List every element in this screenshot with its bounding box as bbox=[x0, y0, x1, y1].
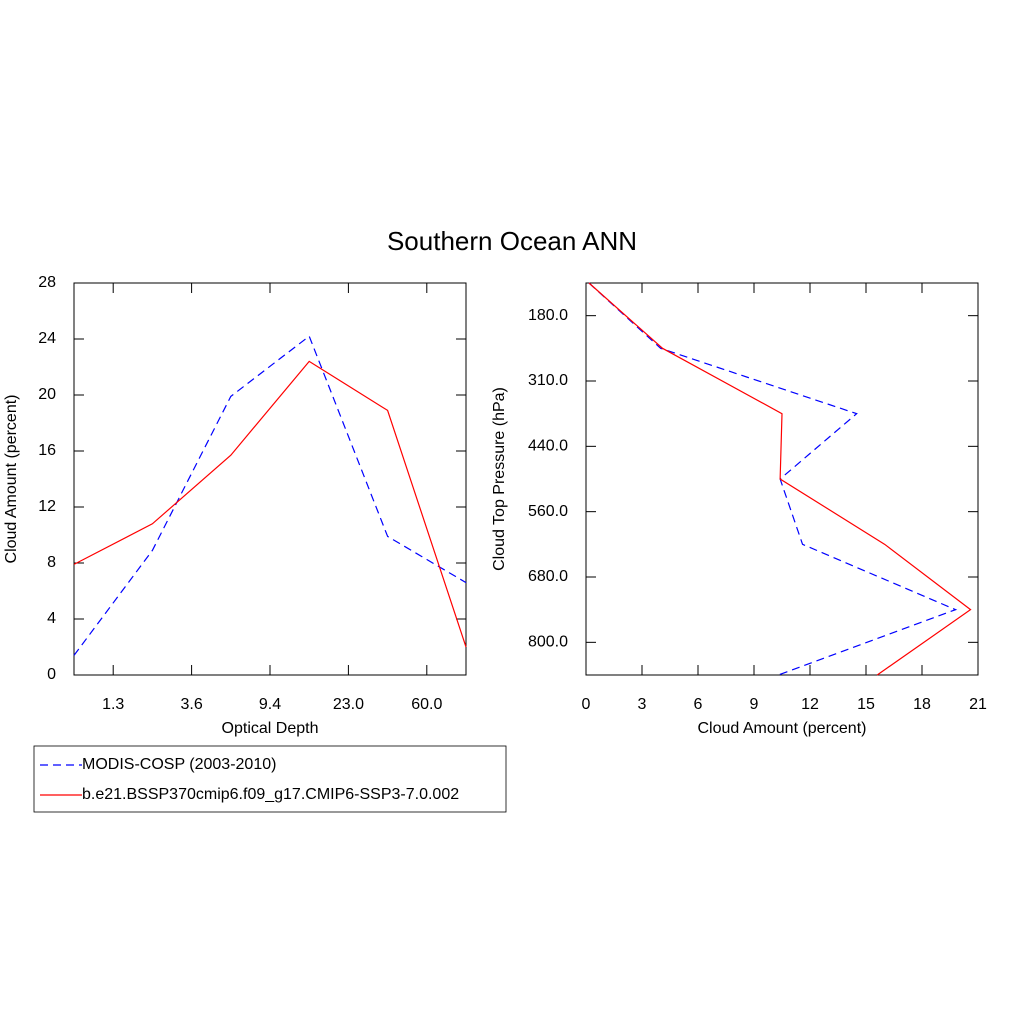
x-tick-label: 12 bbox=[801, 696, 819, 713]
y-tick-label: 12 bbox=[38, 498, 56, 515]
x-tick-label: 15 bbox=[857, 696, 875, 713]
x-tick-label: 3.6 bbox=[180, 696, 202, 713]
y-tick-label: 180.0 bbox=[528, 307, 568, 324]
plot-frame bbox=[585, 282, 979, 676]
legend-label: b.e21.BSSP370cmip6.f09_g17.CMIP6-SSP3-7.… bbox=[82, 786, 459, 803]
y-tick-label: 24 bbox=[38, 330, 56, 347]
y-tick-label: 310.0 bbox=[528, 372, 568, 389]
y-tick-label: 560.0 bbox=[528, 503, 568, 520]
y-tick-label: 8 bbox=[47, 554, 56, 571]
y-axis-label: Cloud Amount (percent) bbox=[3, 395, 20, 564]
series-line bbox=[588, 282, 958, 676]
x-tick-label: 23.0 bbox=[333, 696, 364, 713]
x-tick-label: 0 bbox=[582, 696, 591, 713]
y-tick-label: 16 bbox=[38, 442, 56, 459]
series-line bbox=[73, 360, 467, 648]
x-axis-label: Optical Depth bbox=[222, 720, 319, 737]
x-tick-label: 3 bbox=[638, 696, 647, 713]
x-tick-label: 9 bbox=[750, 696, 759, 713]
y-tick-label: 440.0 bbox=[528, 438, 568, 455]
y-tick-label: 0 bbox=[47, 666, 56, 683]
figure-title: Southern Ocean ANN bbox=[387, 226, 637, 256]
x-tick-label: 18 bbox=[913, 696, 931, 713]
x-tick-label: 6 bbox=[694, 696, 703, 713]
plot-frame bbox=[73, 282, 467, 676]
x-tick-label: 9.4 bbox=[259, 696, 281, 713]
legend-box bbox=[33, 745, 507, 813]
x-tick-label: 21 bbox=[969, 696, 987, 713]
x-axis-label: Cloud Amount (percent) bbox=[698, 720, 867, 737]
y-tick-label: 800.0 bbox=[528, 634, 568, 651]
y-axis-label: Cloud Top Pressure (hPa) bbox=[491, 387, 508, 571]
y-tick-label: 680.0 bbox=[528, 568, 568, 585]
legend-label: MODIS-COSP (2003-2010) bbox=[82, 756, 276, 773]
x-tick-label: 1.3 bbox=[102, 696, 124, 713]
y-tick-label: 20 bbox=[38, 386, 56, 403]
y-tick-label: 4 bbox=[47, 610, 56, 627]
y-tick-label: 28 bbox=[38, 274, 56, 291]
x-tick-label: 60.0 bbox=[411, 696, 442, 713]
series-line bbox=[73, 335, 467, 656]
series-line bbox=[588, 282, 972, 676]
